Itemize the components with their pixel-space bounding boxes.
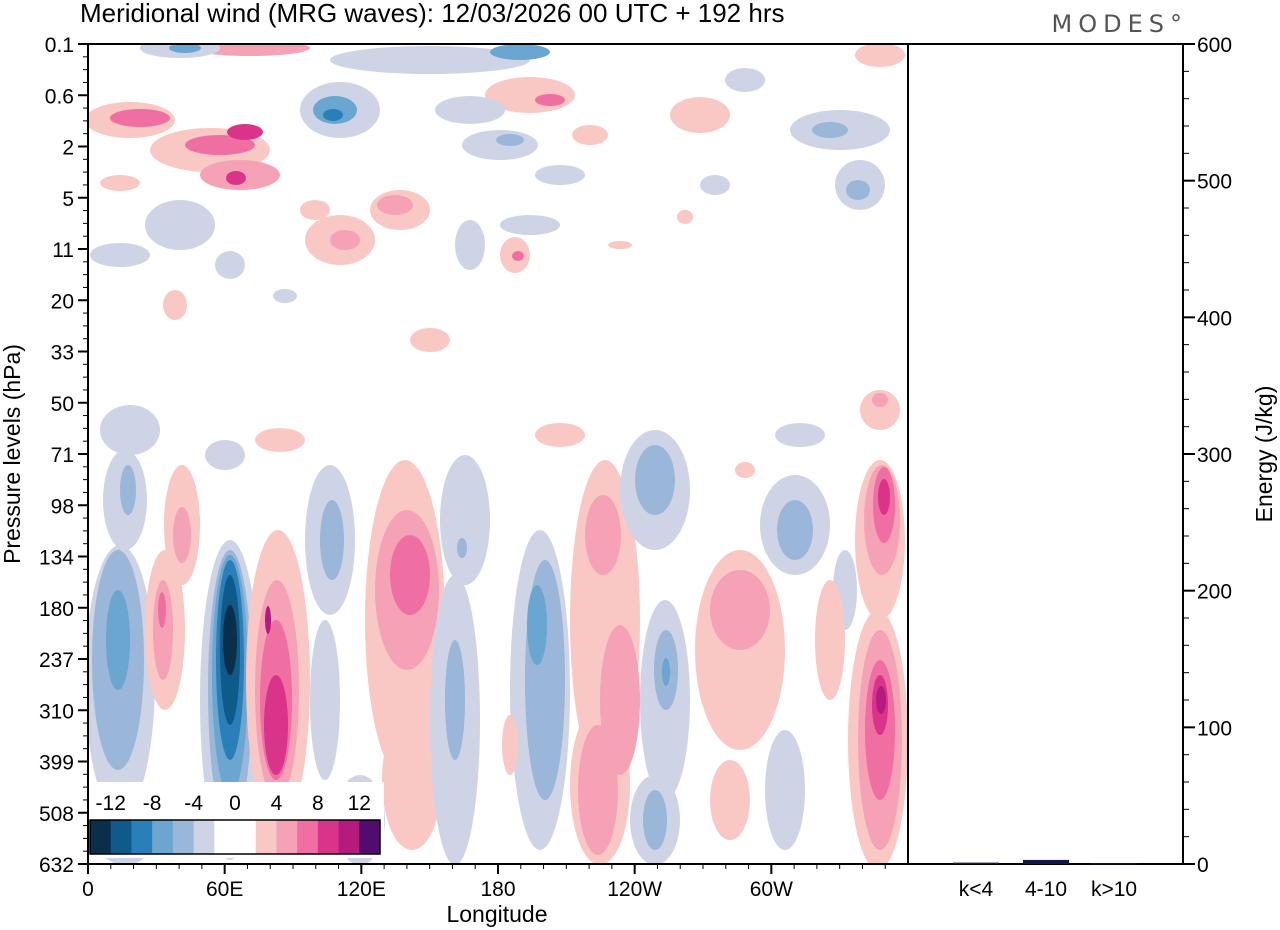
x-tick-label: 0 [82, 878, 94, 901]
colorbar-label: 0 [229, 792, 241, 815]
colorbar-label: -8 [143, 792, 162, 815]
colorbar-frame [89, 819, 381, 855]
brand-logo: MODES° [1051, 10, 1188, 38]
energy-bar [953, 862, 999, 864]
y-tick-label: 5 [62, 188, 74, 211]
energy-tick-label: 300 [1197, 444, 1232, 467]
energy-category-label: k<4 [959, 878, 994, 901]
colorbar-label: 4 [271, 792, 283, 815]
contour-field [88, 44, 908, 864]
pressure-axis: 0.1 0.6 2 5 11 20 33 50 71 98 134 180 237 310 399 508 63… [39, 34, 88, 877]
energy-bars: k<4 4-10 k>10 [953, 859, 1137, 901]
chart-title: Meridional wind (MRG waves): 12/03/2026 … [80, 0, 785, 28]
colorbar-swatch [255, 820, 277, 854]
colorbar-swatch [359, 820, 381, 854]
colorbar-swatch [276, 820, 298, 854]
colorbar: -12 -8 -4 0 4 8 12 [86, 782, 384, 858]
energy-category-label: k>10 [1091, 878, 1137, 901]
upper-patches [88, 44, 905, 478]
energy-category-label: 4-10 [1025, 878, 1067, 901]
colorbar-swatch [338, 820, 360, 854]
colorbar-swatch [152, 820, 174, 854]
tropospheric-waves [88, 430, 908, 864]
y-tick-label: 50 [51, 393, 74, 416]
energy-tick-label: 200 [1197, 581, 1232, 604]
colorbar-swatch [235, 820, 257, 854]
energy-tick-label: 0 [1197, 854, 1209, 877]
y-tick-label: 237 [39, 649, 74, 672]
y-tick-label: 399 [39, 752, 74, 775]
y-tick-label: 310 [39, 700, 74, 723]
y-tick-label: 180 [39, 598, 74, 621]
x-tick-label: 120W [607, 878, 662, 901]
x-tick-label: 180 [480, 878, 515, 901]
colorbar-label: -4 [184, 792, 203, 815]
colorbar-swatch [214, 820, 236, 854]
energy-tick-label: 600 [1197, 34, 1232, 57]
y-tick-label: 2 [62, 137, 74, 160]
energy-tick-label: 100 [1197, 717, 1232, 740]
y-tick-label: 33 [51, 342, 74, 365]
colorbar-swatch [110, 820, 132, 854]
energy-axis: 0 100 200 300 400 500 600 [1183, 34, 1232, 877]
colorbar-swatch [131, 820, 153, 854]
y-tick-label: 508 [39, 803, 74, 826]
energy-tick-label: 500 [1197, 171, 1232, 194]
longitude-axis: 0 60E 120E 180 120W 60W [82, 864, 886, 901]
colorbar-swatch [90, 820, 112, 854]
y-tick-label: 20 [51, 290, 74, 313]
x-tick-label: 60E [206, 878, 243, 901]
y-tick-label: 98 [51, 495, 74, 518]
y-tick-label: 632 [39, 854, 74, 877]
colorbar-label: -12 [96, 792, 126, 815]
y-axis-title: Pressure levels (hPa) [0, 344, 25, 564]
colorbar-label: 12 [348, 792, 371, 815]
energy-panel [908, 43, 1184, 865]
colorbar-swatch [297, 820, 319, 854]
y-tick-label: 11 [52, 239, 74, 262]
x-axis-title: Longitude [446, 901, 547, 927]
colorbar-label: 8 [312, 792, 324, 815]
energy-axis-title: Energy (J/kg) [1251, 386, 1277, 523]
colorbar-swatch [172, 820, 195, 854]
energy-bar [1023, 859, 1069, 864]
x-tick-label: 60W [750, 878, 793, 901]
y-tick-label: 71 [51, 444, 74, 467]
energy-tick-label: 400 [1197, 307, 1232, 330]
y-tick-label: 134 [39, 547, 74, 570]
colorbar-swatch [317, 820, 340, 854]
colorbar-swatch [193, 820, 215, 854]
y-tick-label: 0.6 [45, 85, 74, 108]
energy-bar [1091, 863, 1137, 865]
y-tick-label: 0.1 [45, 34, 74, 57]
x-tick-label: 120E [337, 878, 386, 901]
